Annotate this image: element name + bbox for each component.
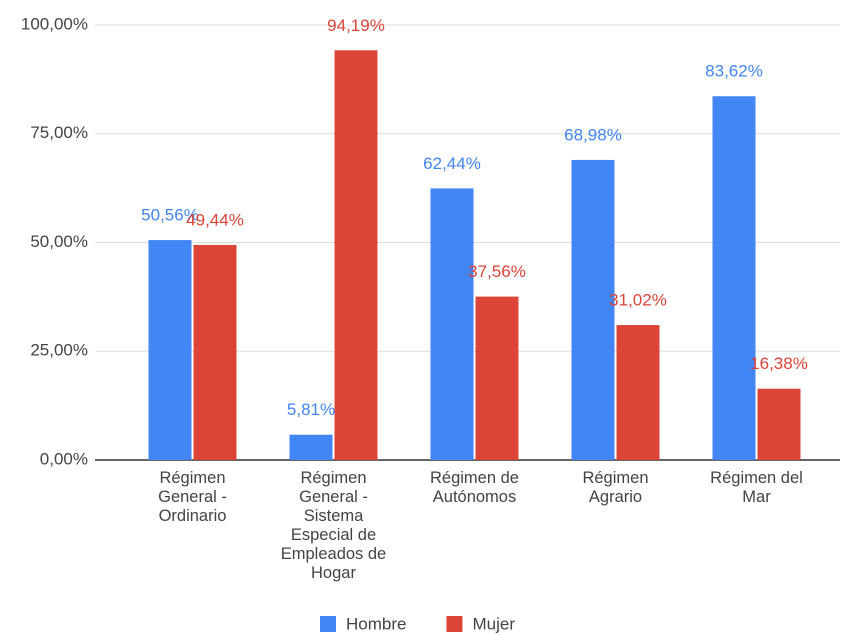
data-label: 94,19%	[327, 16, 385, 35]
data-label: 62,44%	[423, 154, 481, 173]
x-tick-label: Régimen del Mar	[710, 469, 803, 506]
data-label: 49,44%	[186, 210, 244, 229]
bar	[289, 434, 333, 460]
x-tick-label: Régimen General - Sistema Especial de Em…	[280, 469, 387, 582]
data-label: 37,56%	[468, 262, 526, 281]
legend-label: Hombre	[346, 614, 406, 633]
x-tick-label: Régimen Agrario	[582, 469, 649, 506]
y-tick-label: 25,00%	[30, 341, 88, 360]
bar	[475, 296, 519, 460]
bar	[148, 240, 192, 460]
legend-swatch	[446, 616, 463, 632]
bar	[712, 96, 756, 461]
data-label: 16,38%	[750, 354, 808, 373]
bar	[334, 50, 378, 460]
bar	[757, 388, 801, 460]
data-label: 83,62%	[705, 62, 763, 81]
data-label: 5,81%	[287, 400, 335, 419]
legend-swatch	[320, 616, 336, 632]
data-label: 50,56%	[141, 206, 199, 225]
y-tick-label: 50,00%	[30, 232, 88, 251]
data-label: 68,98%	[564, 125, 622, 144]
y-tick-label: 0,00%	[40, 449, 88, 468]
x-tick-label: Régimen General - Ordinario	[158, 469, 227, 525]
legend-label: Mujer	[472, 614, 515, 633]
bar	[430, 188, 474, 461]
bar	[571, 159, 615, 460]
data-label: 31,02%	[609, 291, 667, 310]
bar	[193, 244, 237, 460]
x-tick-label: Régimen de Autónomos	[430, 469, 519, 506]
bar	[616, 325, 660, 460]
y-tick-label: 75,00%	[30, 123, 88, 142]
y-tick-label: 100,00%	[21, 14, 88, 33]
